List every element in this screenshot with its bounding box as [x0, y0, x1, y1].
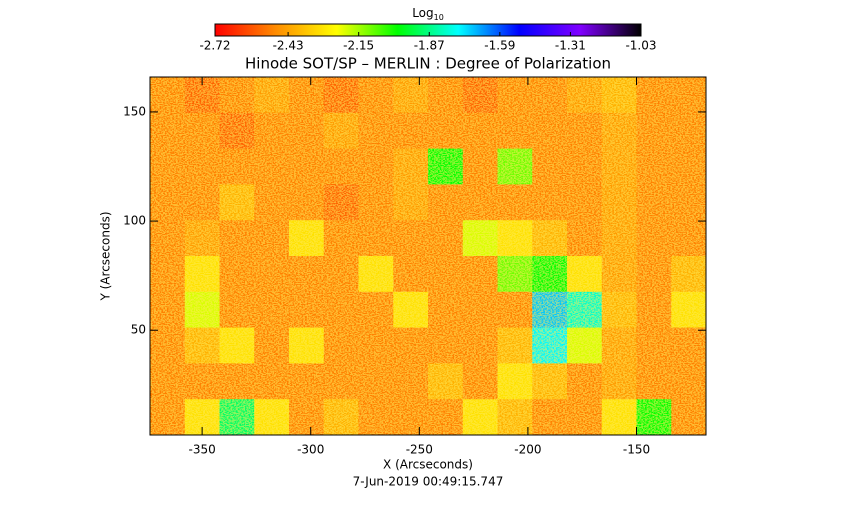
x-axis-label: X (Arcseconds): [383, 458, 473, 472]
colorbar-label-main: Log: [412, 6, 433, 20]
colorbar-label: Log10: [412, 6, 444, 22]
colorbar-tick-label: -1.59: [484, 39, 515, 53]
colorbar-tick-label: -2.72: [199, 39, 230, 53]
date-label: 7-Jun-2019 00:49:15.747: [353, 475, 504, 489]
colorbar-tick-label: -2.43: [273, 39, 304, 53]
texture: [150, 77, 706, 435]
colorbar-label-sub: 10: [434, 13, 444, 22]
colorbar-tick-label: -1.03: [625, 39, 656, 53]
y-tick-label: 50: [131, 323, 146, 337]
colorbar: [214, 23, 642, 37]
colorbar-tick-label: -1.87: [414, 39, 445, 53]
chart-title: Hinode SOT/SP – MERLIN : Degree of Polar…: [245, 55, 611, 73]
colorbar-tick-label: -2.15: [343, 39, 374, 53]
y-tick-label: 100: [123, 214, 146, 228]
y-tick-label: 150: [123, 104, 146, 118]
colorbar-tick-label: -1.31: [555, 39, 586, 53]
y-axis-label: Y (Arcseconds): [99, 211, 113, 301]
x-tick-label: -200: [514, 443, 541, 457]
x-tick-label: -350: [189, 443, 216, 457]
x-tick-label: -250: [406, 443, 433, 457]
x-tick-label: -300: [297, 443, 324, 457]
plot-frame: [149, 76, 707, 436]
x-tick-label: -150: [623, 443, 650, 457]
